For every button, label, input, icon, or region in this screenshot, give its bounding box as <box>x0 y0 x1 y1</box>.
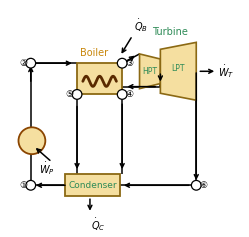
Circle shape <box>26 180 36 190</box>
Text: Boiler: Boiler <box>80 48 108 58</box>
Circle shape <box>191 180 201 190</box>
Text: ④: ④ <box>125 90 134 99</box>
Circle shape <box>117 90 127 99</box>
Bar <box>77 63 122 94</box>
Polygon shape <box>160 42 196 100</box>
Text: LPT: LPT <box>172 64 185 73</box>
Text: $\dot{W}_P$: $\dot{W}_P$ <box>39 160 55 177</box>
Text: Turbine: Turbine <box>152 27 187 36</box>
Text: ③: ③ <box>125 59 134 68</box>
Text: ⑥: ⑥ <box>200 181 208 190</box>
Text: ①: ① <box>19 181 27 190</box>
Text: Condenser: Condenser <box>68 181 117 190</box>
Circle shape <box>117 58 127 68</box>
Text: ②: ② <box>19 59 27 68</box>
Circle shape <box>26 58 36 68</box>
Text: $\dot{Q}_B$: $\dot{Q}_B$ <box>134 17 148 34</box>
Circle shape <box>72 90 82 99</box>
Bar <box>65 174 120 196</box>
Text: $\dot{W}_T$: $\dot{W}_T$ <box>218 63 235 80</box>
Circle shape <box>18 127 45 154</box>
Polygon shape <box>139 54 160 89</box>
Text: ⑤: ⑤ <box>65 90 74 99</box>
Text: HPT: HPT <box>142 67 157 76</box>
Text: $\dot{Q}_C$: $\dot{Q}_C$ <box>91 216 106 233</box>
